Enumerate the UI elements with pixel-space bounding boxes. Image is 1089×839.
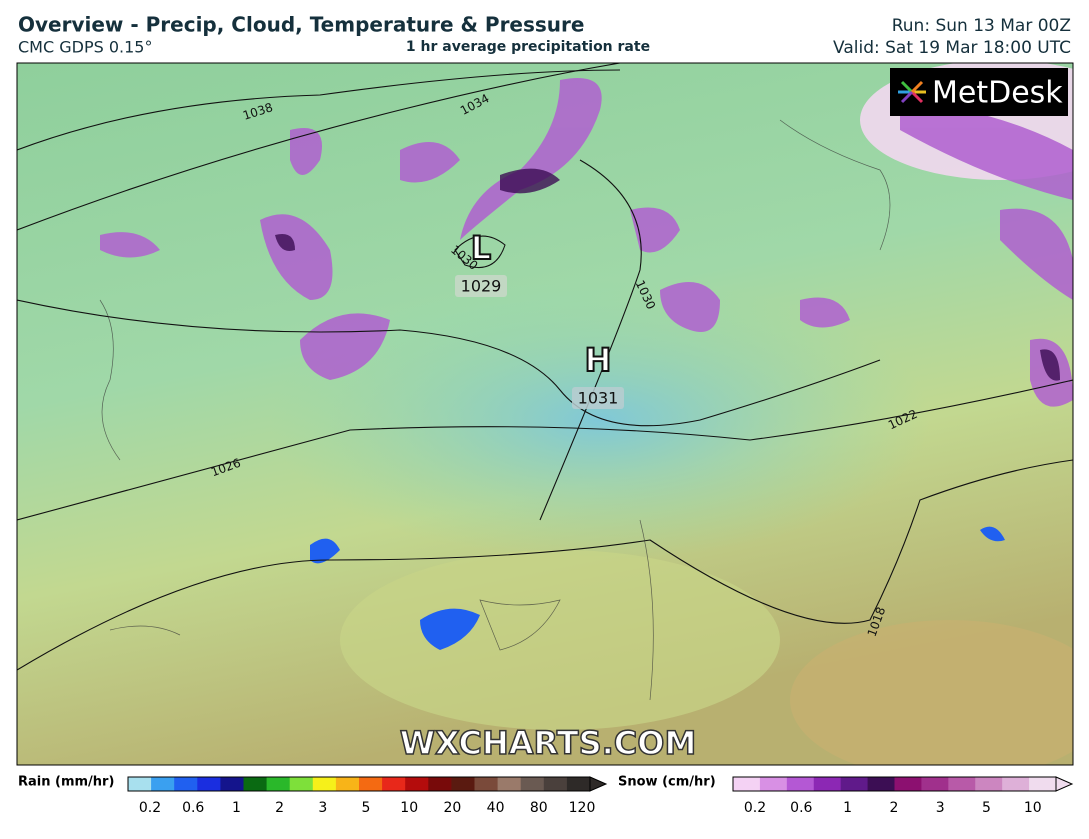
high-pressure: 1031	[578, 389, 619, 408]
rain-swatch	[266, 777, 291, 791]
high-symbol: H	[585, 341, 612, 379]
rain-tick: 80	[530, 800, 548, 816]
snow-legend-label: Snow (cm/hr)	[618, 775, 716, 790]
rain-swatch	[520, 777, 545, 791]
snow-arrow	[1055, 776, 1074, 792]
rain-tick: 120	[569, 800, 596, 816]
rain-swatch	[174, 777, 198, 791]
watermark: WXCHARTS.COM	[400, 724, 697, 762]
rain-swatch	[335, 777, 360, 791]
rain-swatch	[197, 777, 221, 791]
rain-tick: 1	[232, 800, 241, 816]
snow-swatch	[840, 777, 869, 791]
rain-swatch	[151, 777, 175, 791]
rain-swatch	[451, 777, 475, 791]
low-pressure: 1029	[461, 277, 502, 296]
rain-swatch	[359, 777, 383, 791]
rain-arrow	[589, 776, 608, 792]
rain-swatch	[428, 777, 452, 791]
snow-swatch	[894, 777, 922, 791]
rain-swatch	[405, 777, 429, 791]
rain-legend-label: Rain (mm/hr)	[18, 775, 114, 790]
snow-tick: 2	[889, 800, 898, 816]
snow-swatch	[921, 777, 949, 791]
valid: Valid: Sat 19 Mar 18:00 UTC	[833, 38, 1071, 58]
model: CMC GDPS 0.15°	[18, 38, 152, 57]
rain-swatch	[220, 777, 244, 791]
rain-tick: 5	[362, 800, 371, 816]
snow-tick: 5	[982, 800, 991, 816]
rain-swatch	[243, 777, 268, 791]
snow-frame	[732, 776, 1057, 792]
rain-tick: 20	[443, 800, 461, 816]
snow-tick: 0.6	[790, 800, 812, 816]
low-symbol: L	[471, 229, 491, 267]
snow-swatch	[759, 777, 788, 791]
snow-tick: 0.2	[744, 800, 766, 816]
rain-swatch	[312, 777, 337, 791]
snow-tick: 1	[843, 800, 852, 816]
snow-tick: 10	[1024, 800, 1042, 816]
snow-swatch	[1029, 777, 1057, 791]
snow-tick: 3	[936, 800, 945, 816]
map: 1038 1034 1030 1030 1026 1022 1018 L 102…	[17, 63, 1073, 765]
snow-swatch	[813, 777, 842, 791]
rain-tick: 40	[487, 800, 505, 816]
rain-swatch	[474, 777, 499, 791]
snow-swatch	[786, 777, 815, 791]
snow-swatch	[867, 777, 895, 791]
title: Overview - Precip, Cloud, Temperature & …	[18, 13, 584, 37]
rain-tick: 2	[275, 800, 284, 816]
rain-tick: 0.2	[139, 800, 161, 816]
rain-tick: 10	[400, 800, 418, 816]
rain-frame	[127, 776, 591, 792]
rain-swatch	[382, 777, 406, 791]
run: Run: Sun 13 Mar 00Z	[892, 16, 1071, 36]
snow-swatch	[733, 777, 761, 791]
field: 1 hr average precipitation rate	[406, 39, 650, 55]
snow-swatch	[975, 777, 1003, 791]
rain-swatch	[289, 777, 314, 791]
colorbars: 0.2 0.6 1 2 3 5 10 20 40 80 120 0.2 0.6 1 2 3 5 10	[127, 776, 1074, 816]
rain-swatch	[128, 777, 152, 791]
logo: MetDesk	[932, 76, 1063, 111]
rain-tick: 0.6	[182, 800, 204, 816]
rain-swatch	[497, 777, 522, 791]
rain-tick: 3	[318, 800, 327, 816]
rain-swatch	[543, 777, 568, 791]
rain-swatch	[566, 777, 591, 791]
snow-swatch	[948, 777, 976, 791]
snow-swatch	[1002, 777, 1030, 791]
